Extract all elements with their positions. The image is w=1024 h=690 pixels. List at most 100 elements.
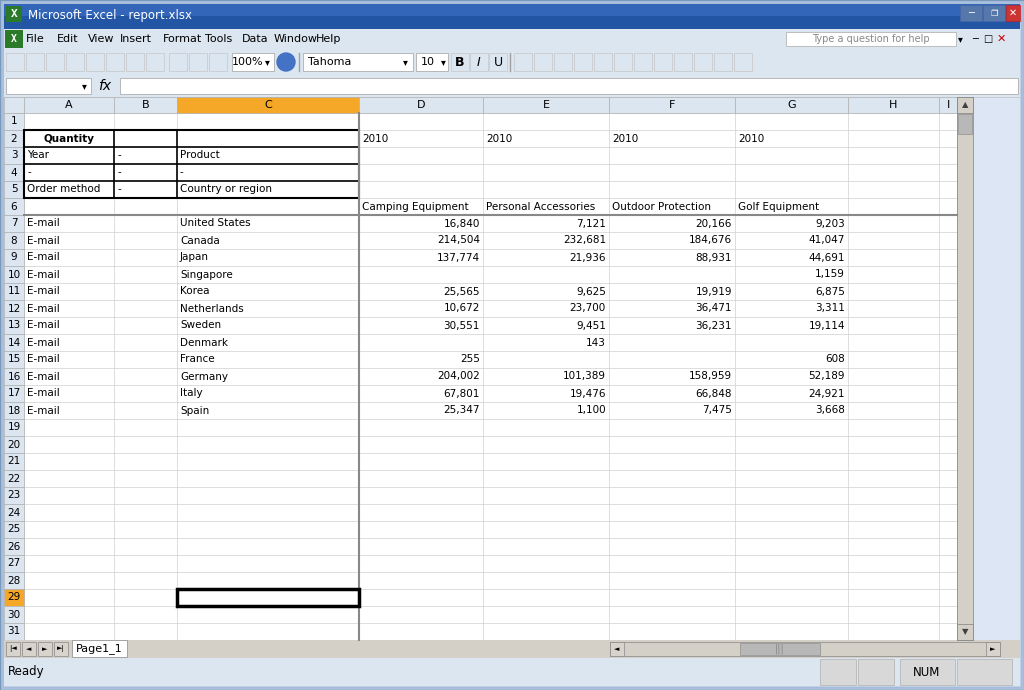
Text: 19: 19	[7, 422, 20, 433]
Bar	[694, 53, 712, 71]
Text: Italy: Italy	[180, 388, 203, 399]
Text: Type a question for help: Type a question for help	[812, 34, 930, 44]
Text: 19,114: 19,114	[809, 320, 845, 331]
Text: 23: 23	[7, 491, 20, 500]
Text: 12: 12	[7, 304, 20, 313]
Bar	[169, 53, 187, 71]
Text: Tahoma: Tahoma	[308, 57, 351, 67]
Bar	[4, 49, 1020, 75]
Bar	[416, 53, 449, 71]
Bar	[961, 5, 982, 21]
Text: Germany: Germany	[180, 371, 228, 382]
Bar	[177, 589, 359, 606]
Text: 21: 21	[7, 457, 20, 466]
Bar	[24, 130, 359, 198]
Text: 9,451: 9,451	[577, 320, 606, 331]
Text: Tools: Tools	[205, 34, 232, 44]
Bar	[957, 97, 973, 640]
Text: 3: 3	[10, 150, 17, 161]
Text: Ready: Ready	[8, 665, 45, 678]
Bar	[4, 385, 24, 402]
Text: E-mail: E-mail	[27, 304, 59, 313]
Text: 25,565: 25,565	[443, 286, 480, 297]
Text: 232,681: 232,681	[563, 235, 606, 246]
Bar	[4, 29, 1020, 49]
Text: Country or region: Country or region	[180, 184, 272, 195]
Bar	[4, 606, 24, 623]
Bar	[4, 589, 24, 606]
Bar	[114, 97, 177, 113]
Text: X: X	[10, 9, 17, 19]
Text: 143: 143	[586, 337, 606, 348]
Text: 30: 30	[7, 609, 20, 620]
Bar	[848, 97, 939, 113]
Text: ▾: ▾	[402, 57, 408, 67]
Text: 137,774: 137,774	[437, 253, 480, 262]
Bar	[54, 642, 68, 656]
Text: Netherlands: Netherlands	[180, 304, 244, 313]
Text: -: -	[180, 168, 183, 177]
Text: Canada: Canada	[180, 235, 220, 246]
Text: Format: Format	[163, 34, 202, 44]
Text: 184,676: 184,676	[689, 235, 732, 246]
Bar	[554, 53, 572, 71]
Text: 214,504: 214,504	[437, 235, 480, 246]
Text: E-mail: E-mail	[27, 371, 59, 382]
Text: -: -	[117, 184, 121, 195]
Text: 23,700: 23,700	[569, 304, 606, 313]
Bar	[714, 53, 732, 71]
Bar	[4, 249, 24, 266]
Bar	[514, 53, 532, 71]
Text: 5: 5	[10, 184, 17, 195]
Text: Page1_1: Page1_1	[76, 644, 123, 654]
Text: 1,100: 1,100	[577, 406, 606, 415]
Text: 4: 4	[10, 168, 17, 177]
Text: Window: Window	[273, 34, 317, 44]
Text: fx: fx	[98, 79, 112, 93]
Bar	[4, 640, 1020, 658]
Text: 9,625: 9,625	[577, 286, 606, 297]
Text: 2010: 2010	[738, 133, 764, 144]
Bar	[470, 53, 488, 71]
Text: ❐: ❐	[990, 8, 997, 17]
Text: Personal Accessories: Personal Accessories	[486, 201, 595, 212]
Text: Korea: Korea	[180, 286, 210, 297]
Bar	[4, 572, 24, 589]
Text: 41,047: 41,047	[809, 235, 845, 246]
Text: Help: Help	[316, 34, 342, 44]
Bar	[4, 4, 1020, 29]
Bar	[858, 659, 894, 685]
Text: 24: 24	[7, 508, 20, 518]
Bar	[6, 53, 24, 71]
Text: 7: 7	[10, 219, 17, 228]
Text: 2010: 2010	[362, 133, 388, 144]
Bar	[4, 75, 1020, 97]
Bar	[4, 215, 24, 232]
Bar	[594, 53, 612, 71]
Text: |◄: |◄	[9, 646, 16, 653]
Text: 22: 22	[7, 473, 20, 484]
Bar	[634, 53, 652, 71]
Text: Data: Data	[243, 34, 269, 44]
Text: ▼: ▼	[962, 627, 969, 636]
Text: 17: 17	[7, 388, 20, 399]
Text: |||: |||	[775, 644, 784, 654]
Bar	[4, 130, 24, 147]
Bar	[483, 97, 609, 113]
Text: B: B	[456, 55, 465, 68]
Text: 15: 15	[7, 355, 20, 364]
Text: 10: 10	[7, 270, 20, 279]
Text: □: □	[983, 34, 992, 44]
Bar	[4, 317, 24, 334]
Text: Japan: Japan	[180, 253, 209, 262]
Text: 7,475: 7,475	[702, 406, 732, 415]
Bar	[610, 642, 1000, 656]
Bar	[120, 78, 1018, 94]
Text: 20: 20	[7, 440, 20, 449]
Bar	[4, 97, 975, 113]
Bar	[5, 30, 23, 48]
Bar	[939, 97, 957, 113]
Text: Product: Product	[180, 150, 220, 161]
Text: Quantity: Quantity	[43, 133, 94, 144]
Text: 13: 13	[7, 320, 20, 331]
